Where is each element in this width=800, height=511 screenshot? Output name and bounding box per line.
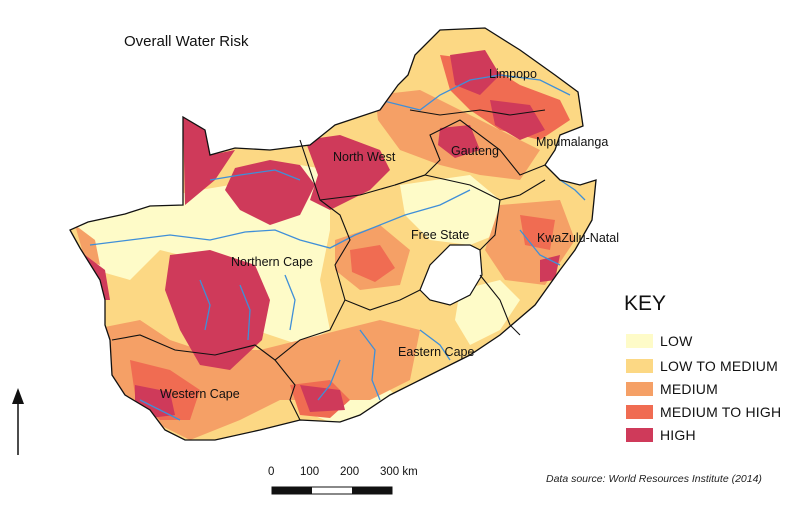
- legend-label: LOW TO MEDIUM: [660, 358, 778, 374]
- legend-label: LOW: [660, 333, 693, 349]
- risk-zone-high: [438, 125, 480, 158]
- province-label-northern-cape: Northern Cape: [231, 255, 313, 269]
- scale-label: 300 km: [380, 466, 418, 478]
- risk-zone-medium-high: [350, 245, 395, 282]
- risk-zone-medium: [75, 225, 100, 265]
- river: [139, 399, 181, 421]
- risk-zone-low: [455, 280, 520, 345]
- legend-swatch: [626, 334, 653, 348]
- river: [317, 359, 341, 401]
- province-label-western-cape: Western Cape: [160, 387, 240, 401]
- risk-zone-high: [183, 117, 235, 205]
- province-label-eastern-cape: Eastern Cape: [398, 345, 474, 359]
- risk-zone-high: [540, 255, 560, 282]
- legend-item-medium: MEDIUM: [626, 380, 718, 398]
- province-border: [409, 109, 546, 116]
- province-label-mpumalanga: Mpumalanga: [536, 135, 608, 149]
- province-label-kwazulu-natal: KwaZulu-Natal: [537, 231, 619, 245]
- province-border: [274, 359, 301, 421]
- data-source-note: Data source: World Resources Institute (…: [546, 473, 762, 485]
- risk-zone-high: [165, 250, 270, 370]
- risk-zone-high: [225, 160, 315, 225]
- river: [199, 279, 211, 331]
- province-border: [299, 139, 421, 311]
- legend-title: KEY: [624, 292, 667, 315]
- province-border: [111, 299, 346, 361]
- risk-zone-low: [400, 175, 500, 245]
- lesotho-enclave: [419, 244, 483, 306]
- rivers: [89, 74, 586, 421]
- scale-label: 100: [300, 466, 320, 478]
- river: [359, 329, 381, 401]
- province-border: [479, 274, 521, 336]
- legend-swatch: [626, 405, 653, 419]
- legend-item-low-to-medium: LOW TO MEDIUM: [626, 357, 778, 375]
- province-label-free-state: Free State: [411, 228, 469, 242]
- scale-bar: [271, 486, 393, 495]
- legend-label: MEDIUM TO HIGH: [660, 404, 782, 420]
- risk-zone-high: [300, 385, 345, 412]
- legend-item-high: HIGH: [626, 426, 696, 444]
- legend-label: MEDIUM: [660, 381, 718, 397]
- river: [559, 179, 586, 201]
- province-borders: [111, 109, 546, 421]
- river: [284, 274, 296, 331]
- river: [519, 229, 561, 266]
- scale-label: 200: [340, 466, 360, 478]
- legend-swatch: [626, 428, 653, 442]
- river: [419, 329, 451, 361]
- map-title: Overall Water Risk: [124, 33, 249, 50]
- river: [239, 284, 251, 341]
- legend-item-medium-to-high: MEDIUM TO HIGH: [626, 403, 781, 421]
- river: [379, 74, 571, 111]
- river: [209, 169, 301, 181]
- legend-label: HIGH: [660, 427, 696, 443]
- province-label-limpopo: Limpopo: [489, 67, 537, 81]
- province-label-gauteng: Gauteng: [451, 144, 499, 158]
- legend-swatch: [626, 359, 653, 373]
- country-outline: [69, 27, 597, 441]
- scale-label: 0: [268, 466, 275, 478]
- legend-item-low: LOW: [626, 332, 693, 350]
- risk-zone-high: [490, 100, 545, 140]
- legend-swatch: [626, 382, 653, 396]
- province-label-north-west: North West: [333, 150, 396, 164]
- risk-zone-high: [305, 135, 390, 210]
- province-border: [499, 179, 546, 201]
- province-border: [394, 119, 546, 186]
- river: [89, 189, 471, 249]
- north-arrow-icon: [12, 388, 24, 455]
